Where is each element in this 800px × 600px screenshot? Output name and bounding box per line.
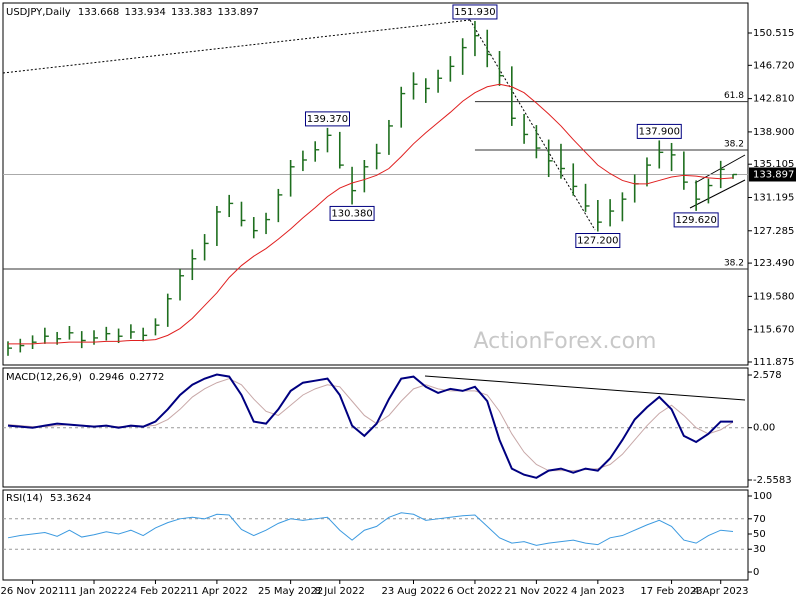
x-tick-label: 11 Jan 2022 xyxy=(64,586,124,597)
header: USDJPY,Daily 133.668 133.934 133.383 133… xyxy=(6,7,259,18)
y-tick-label: 115.670 xyxy=(753,325,794,336)
macd-trendline xyxy=(424,375,746,401)
x-tick-label: 4 Jan 2023 xyxy=(571,586,625,597)
annotation-box xyxy=(304,111,350,127)
moving-average xyxy=(8,83,734,345)
annotation-label: 137.900 xyxy=(639,126,680,137)
y-tick-label: 0.00 xyxy=(753,423,775,434)
annotation-box xyxy=(452,4,498,20)
close: 133.897 xyxy=(218,7,259,18)
symbol: USDJPY,Daily xyxy=(6,7,71,18)
macd-header: MACD(12,26,9) 0.2946 0.2772 xyxy=(6,372,164,383)
watermark: ActionForex.com xyxy=(474,329,657,354)
annotation-box xyxy=(329,205,375,221)
annotation-box xyxy=(575,233,621,249)
channel-line xyxy=(689,179,746,209)
fib-label: 38.2 xyxy=(724,140,744,150)
y-tick-label: 127.285 xyxy=(753,226,794,237)
macd-title: MACD(12,26,9) xyxy=(6,372,82,383)
y-tick-label: 0 xyxy=(753,567,759,578)
annotation-label: 139.370 xyxy=(307,114,348,125)
x-tick-label: 23 Aug 2022 xyxy=(381,586,445,597)
annotation-label: 151.930 xyxy=(454,7,495,18)
y-tick-label: 100 xyxy=(753,491,772,502)
fib-label: 38.2 xyxy=(724,258,744,268)
x-tick-label: 25 May 2022 xyxy=(258,586,323,597)
rsi-title: RSI(14) xyxy=(6,493,43,504)
y-tick-label: 138.900 xyxy=(753,127,794,138)
annotation-label: 129.620 xyxy=(675,215,716,226)
y-tick-label: 2.578 xyxy=(753,370,782,381)
price-panel xyxy=(2,2,749,366)
y-tick-label: 123.490 xyxy=(753,258,794,269)
rsi-value: 53.3624 xyxy=(50,493,91,504)
rsi-line xyxy=(7,512,734,546)
y-tick-label: 50 xyxy=(753,529,766,540)
x-tick-label: 17 Feb 2023 xyxy=(640,586,702,597)
y-tick-label: 70 xyxy=(753,514,766,525)
last-price-box xyxy=(749,167,796,182)
low: 133.383 xyxy=(171,7,212,18)
x-tick-label: 8 Jul 2022 xyxy=(315,586,365,597)
y-tick-label: 119.580 xyxy=(753,291,794,302)
macd-line xyxy=(7,373,734,479)
last-price-label: 133.897 xyxy=(753,169,794,180)
rsi-header: RSI(14) 53.3624 xyxy=(6,493,91,504)
y-tick-label: 142.810 xyxy=(753,94,794,105)
y-tick-label: 146.720 xyxy=(753,60,794,71)
y-tick-label: 30 xyxy=(753,544,766,555)
rsi-panel xyxy=(2,489,749,581)
open: 133.668 xyxy=(78,7,119,18)
annotation-box xyxy=(636,123,682,139)
macd-value: 0.2946 xyxy=(89,372,124,383)
annotation-label: 130.380 xyxy=(331,208,372,219)
x-tick-label: 26 Nov 2021 xyxy=(1,586,65,597)
y-tick-label: 150.515 xyxy=(753,28,794,39)
signal-value: 0.2772 xyxy=(129,372,164,383)
y-tick-label: 135.105 xyxy=(753,159,794,170)
y-tick-label: -2.5583 xyxy=(753,475,792,486)
annotation-label: 127.200 xyxy=(577,236,618,247)
x-tick-label: 21 Nov 2022 xyxy=(504,586,568,597)
x-tick-label: 24 Feb 2022 xyxy=(124,586,186,597)
y-tick-label: 111.875 xyxy=(753,357,794,368)
x-tick-label: 4 Apr 2023 xyxy=(693,586,748,597)
annotation-box xyxy=(673,212,719,228)
x-tick-label: 6 Oct 2022 xyxy=(447,586,502,597)
x-tick-label: 11 Apr 2022 xyxy=(186,586,248,597)
high: 133.934 xyxy=(124,7,165,18)
fib-label: 61.8 xyxy=(724,91,744,101)
y-tick-label: 131.195 xyxy=(753,192,794,203)
